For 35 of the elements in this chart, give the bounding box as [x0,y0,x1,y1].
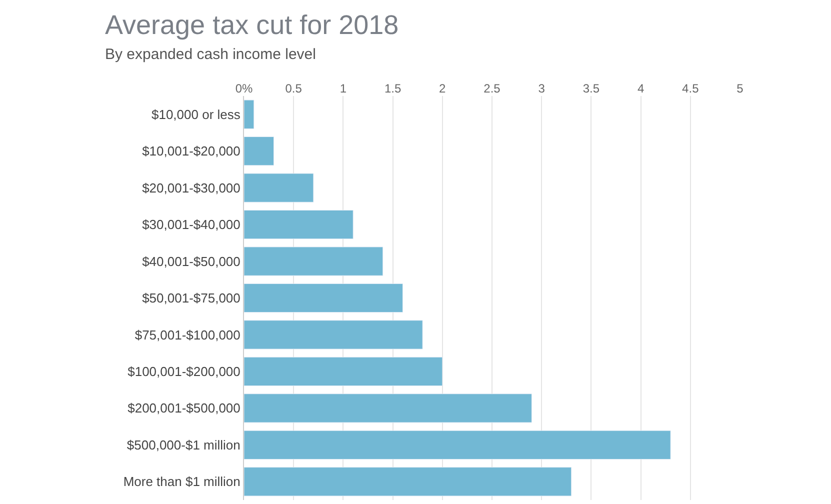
bar [244,246,384,276]
bar [244,356,443,386]
x-tick-label: 1.5 [384,82,402,96]
x-tick-label: 5 [736,82,744,96]
x-tick-label: 3 [538,82,546,96]
bar [244,430,671,460]
y-tick-label: $20,001-$30,000 [142,180,240,196]
bar [244,320,423,350]
y-tick-label: $75,001-$100,000 [134,327,240,342]
y-tick-label: $100,001-$200,000 [128,364,240,379]
x-tick-label: 3.5 [582,82,600,96]
chart-title: Average tax cut for 2018 [105,10,399,40]
y-tick-label: $10,000 or less [151,106,241,122]
y-tick-label: $40,001-$50,000 [142,254,240,269]
x-tick-label: 4 [637,82,644,96]
x-tick-label: 4.5 [682,82,700,96]
bar [244,210,354,240]
y-tick-label: $30,001-$40,000 [142,217,240,232]
x-tick-label: 2.5 [484,82,501,96]
y-tick-label: $500,000-$1 million [126,437,240,452]
y-tick-label: $10,001-$20,000 [142,144,240,159]
bar [244,136,274,166]
y-tick-label: $200,001-$500,000 [128,400,240,416]
chart-subtitle: By expanded cash income level [105,46,316,63]
y-tick-label: More than $1 million [123,474,240,490]
bar [244,467,572,496]
bar [244,100,254,129]
x-tick-label: 0.5 [285,82,302,96]
y-tick-label: $50,001-$75,000 [142,290,240,306]
bar [244,173,314,202]
bar [244,283,403,313]
x-tick-label: 0% [235,82,253,96]
x-tick-label: 1 [340,82,347,96]
bar [244,394,532,423]
x-tick-label: 2 [439,82,446,96]
